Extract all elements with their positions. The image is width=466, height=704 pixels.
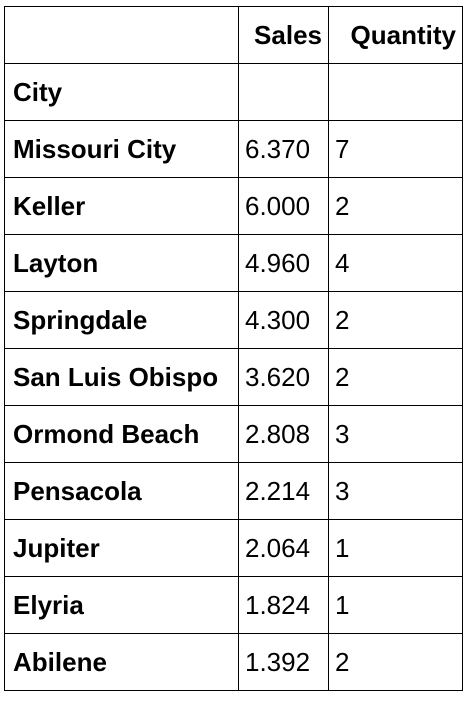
table-row: Abilene 1.392 2 [4, 633, 463, 691]
city-cell: Abilene [4, 633, 239, 691]
sales-table: Sales Quantity City Missouri City 6.370 … [4, 6, 463, 691]
index-label-empty-sales [238, 63, 329, 121]
header-sales: Sales [238, 6, 329, 64]
sales-cell: 2.808 [238, 405, 329, 463]
sales-cell: 3.620 [238, 348, 329, 406]
table-row: Jupiter 2.064 1 [4, 519, 463, 577]
quantity-cell: 2 [328, 348, 463, 406]
sales-cell: 2.214 [238, 462, 329, 520]
quantity-cell: 2 [328, 177, 463, 235]
sales-cell: 6.000 [238, 177, 329, 235]
header-corner [4, 6, 239, 64]
table-row: Missouri City 6.370 7 [4, 120, 463, 178]
table-row: Ormond Beach 2.808 3 [4, 405, 463, 463]
city-cell: Springdale [4, 291, 239, 349]
city-cell: Elyria [4, 576, 239, 634]
sales-cell: 1.824 [238, 576, 329, 634]
city-cell: San Luis Obispo [4, 348, 239, 406]
quantity-cell: 1 [328, 519, 463, 577]
quantity-cell: 3 [328, 405, 463, 463]
city-cell: Missouri City [4, 120, 239, 178]
table-row: Springdale 4.300 2 [4, 291, 463, 349]
index-label: City [4, 63, 239, 121]
quantity-cell: 7 [328, 120, 463, 178]
table-row: Layton 4.960 4 [4, 234, 463, 292]
table-row: Pensacola 2.214 3 [4, 462, 463, 520]
table-row: San Luis Obispo 3.620 2 [4, 348, 463, 406]
quantity-cell: 1 [328, 576, 463, 634]
table-row: Keller 6.000 2 [4, 177, 463, 235]
city-cell: Ormond Beach [4, 405, 239, 463]
sales-cell: 6.370 [238, 120, 329, 178]
city-cell: Keller [4, 177, 239, 235]
quantity-cell: 2 [328, 291, 463, 349]
sales-cell: 2.064 [238, 519, 329, 577]
header-row: Sales Quantity [4, 6, 463, 64]
index-label-row: City [4, 63, 463, 121]
quantity-cell: 2 [328, 633, 463, 691]
table-row: Elyria 1.824 1 [4, 576, 463, 634]
quantity-cell: 4 [328, 234, 463, 292]
city-cell: Pensacola [4, 462, 239, 520]
sales-cell: 4.960 [238, 234, 329, 292]
city-cell: Jupiter [4, 519, 239, 577]
sales-cell: 4.300 [238, 291, 329, 349]
city-cell: Layton [4, 234, 239, 292]
sales-cell: 1.392 [238, 633, 329, 691]
header-quantity: Quantity [328, 6, 463, 64]
index-label-empty-quantity [328, 63, 463, 121]
quantity-cell: 3 [328, 462, 463, 520]
